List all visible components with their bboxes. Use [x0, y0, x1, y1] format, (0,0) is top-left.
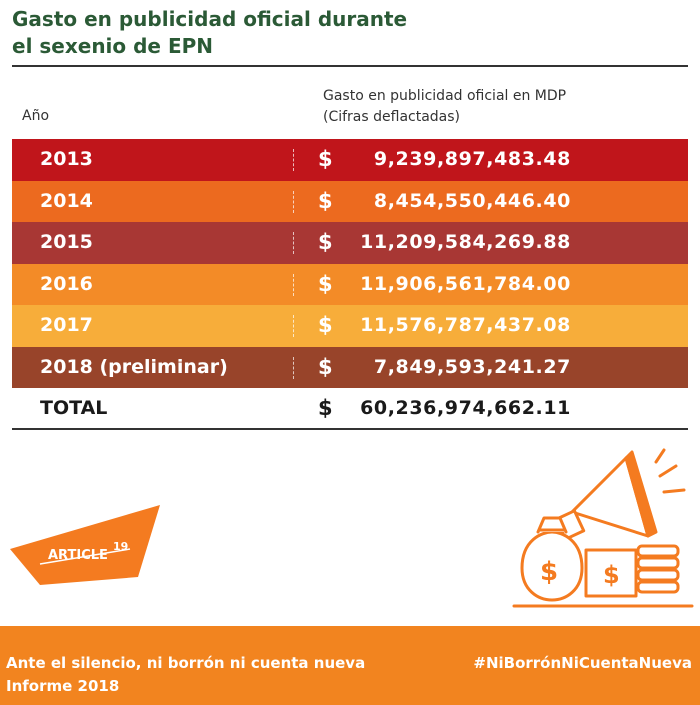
row-currency: $ — [318, 271, 333, 296]
column-header-amount-line-1: Gasto en publicidad oficial en MDP — [323, 88, 567, 104]
money-megaphone-illustration: $ $ — [512, 448, 694, 608]
row-amount: 7,849,593,241.27 — [373, 355, 571, 378]
footer-hashtag: #NiBorrónNiCuentaNueva — [473, 654, 692, 672]
table-row: 2015 $ 11,209,584,269.88 — [12, 222, 688, 264]
row-currency: $ — [318, 188, 333, 213]
spending-table: 2013 $ 9,239,897,483.48 2014 $ 8,454,550… — [12, 139, 688, 430]
row-year: 2015 — [40, 231, 93, 253]
money-bag-icon: $ — [520, 516, 584, 602]
table-row: 2016 $ 11,906,561,784.00 — [12, 263, 688, 305]
bottom-divider — [12, 428, 688, 430]
row-separator — [293, 190, 294, 213]
footer-report: Informe 2018 — [6, 677, 120, 695]
top-divider — [12, 65, 688, 67]
row-year: 2018 (preliminar) — [40, 355, 228, 378]
total-amount: 60,236,974,662.11 — [360, 397, 571, 419]
row-amount: 8,454,550,446.40 — [373, 189, 571, 212]
row-year: 2013 — [40, 148, 93, 170]
row-separator — [293, 232, 294, 254]
footer-tagline: Ante el silencio, ni borrón ni cuenta nu… — [6, 654, 366, 672]
footer-banner: Ante el silencio, ni borrón ni cuenta nu… — [0, 626, 700, 705]
row-amount: 11,209,584,269.88 — [360, 231, 571, 253]
row-amount: 11,576,787,437.08 — [360, 314, 571, 336]
svg-text:$: $ — [603, 561, 620, 589]
column-header-amount: Gasto en publicidad oficial en MDP (Cifr… — [323, 86, 566, 128]
row-amount: 11,906,561,784.00 — [360, 272, 571, 295]
coin-stack-icon — [636, 544, 680, 594]
row-year: 2016 — [40, 272, 93, 295]
row-year: 2014 — [40, 189, 93, 212]
article19-logo: ARTICLE 19 — [10, 505, 160, 585]
row-separator — [293, 273, 294, 296]
row-currency: $ — [318, 313, 333, 337]
column-header-amount-line-2: (Cifras deflactadas) — [323, 109, 461, 125]
total-label: TOTAL — [40, 397, 108, 419]
page-title-line-1: Gasto en publicidad oficial durante — [12, 7, 408, 31]
page-title-line-2: el sexenio de EPN — [12, 34, 214, 58]
row-separator — [293, 315, 294, 337]
row-currency: $ — [318, 230, 333, 254]
logo-text: ARTICLE — [48, 548, 108, 563]
dollar-bill-icon: $ — [584, 548, 638, 598]
column-header-year: Año — [22, 108, 50, 124]
svg-text:$: $ — [540, 557, 558, 587]
table-row: 2017 $ 11,576,787,437.08 — [12, 305, 688, 347]
megaphone-icon — [554, 448, 686, 541]
row-separator — [293, 356, 294, 379]
row-separator — [293, 149, 294, 171]
row-year: 2017 — [40, 314, 93, 336]
table-row: 2018 (preliminar) $ 7,849,593,241.27 — [12, 346, 688, 388]
row-currency: $ — [318, 147, 333, 171]
total-currency: $ — [318, 396, 333, 420]
page-title: Gasto en publicidad oficial durante el s… — [12, 6, 572, 60]
logo-superscript: 19 — [113, 540, 128, 553]
logo-banner-shape — [10, 505, 160, 585]
row-amount: 9,239,897,483.48 — [373, 148, 571, 170]
row-currency: $ — [318, 354, 333, 379]
total-row: TOTAL $ 60,236,974,662.11 — [12, 388, 688, 430]
table-row: 2014 $ 8,454,550,446.40 — [12, 180, 688, 222]
table-row: 2013 $ 9,239,897,483.48 — [12, 139, 688, 181]
logo-underline — [39, 548, 131, 565]
